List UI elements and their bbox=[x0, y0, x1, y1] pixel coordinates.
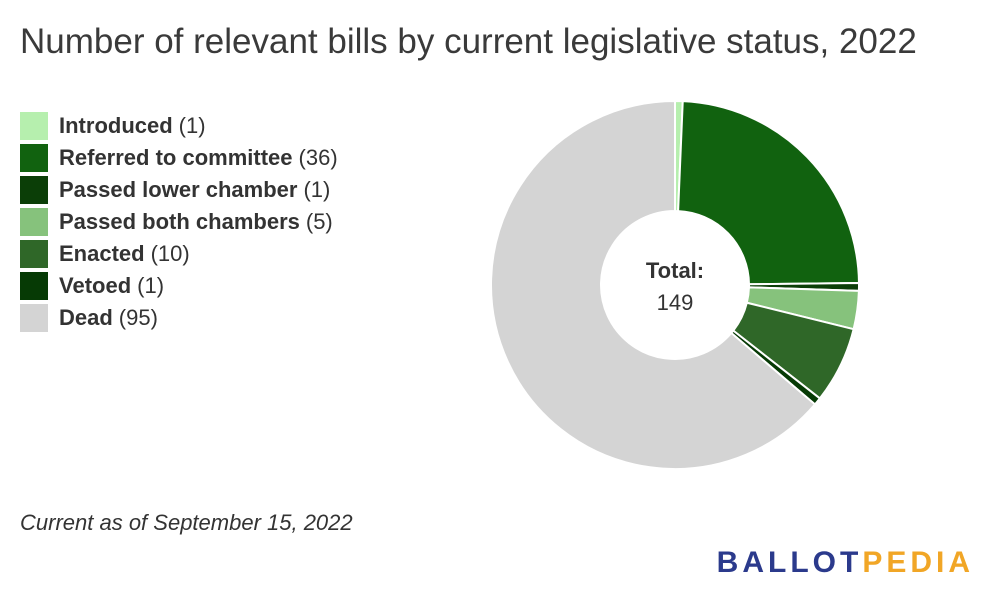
total-label: Total: bbox=[646, 258, 704, 283]
legend-count: (1) bbox=[137, 273, 165, 298]
legend-count: (1) bbox=[178, 113, 206, 138]
legend-count: (10) bbox=[150, 241, 190, 266]
legend-swatch bbox=[20, 112, 48, 140]
slice-referred-to-committee bbox=[677, 100, 861, 286]
legend-swatch bbox=[20, 304, 48, 332]
chart-title: Number of relevant bills by current legi… bbox=[20, 22, 917, 61]
legend-count: (1) bbox=[303, 177, 331, 202]
legend-swatch bbox=[20, 144, 48, 172]
ballotpedia-logo: BALLOTPEDIA bbox=[716, 546, 974, 579]
legend-item: Dead (95) bbox=[20, 302, 338, 334]
legend-label: Passed both chambers bbox=[59, 209, 300, 234]
legend-item: Referred to committee (36) bbox=[20, 142, 338, 174]
legend-label: Enacted bbox=[59, 241, 145, 266]
legend-swatch bbox=[20, 208, 48, 236]
slice-dead bbox=[490, 99, 817, 470]
total-value: 149 bbox=[657, 290, 694, 315]
footnote: Current as of September 15, 2022 bbox=[20, 510, 353, 535]
legend-label: Vetoed bbox=[59, 273, 132, 298]
legend-item: Enacted (10) bbox=[20, 238, 338, 270]
legend-label: Introduced bbox=[59, 113, 173, 138]
legend-count: (95) bbox=[118, 305, 158, 330]
legend: Introduced (1) Referred to committee (36) Pa… bbox=[20, 110, 338, 334]
legend-label: Passed lower chamber bbox=[59, 177, 298, 202]
legend-count: (5) bbox=[305, 209, 333, 234]
donut-chart: Total: 149 bbox=[490, 99, 861, 470]
legend-label: Referred to committee bbox=[59, 145, 293, 170]
legend-swatch bbox=[20, 176, 48, 204]
legend-item: Introduced (1) bbox=[20, 110, 338, 142]
legend-label: Dead bbox=[59, 305, 113, 330]
legend-count: (36) bbox=[298, 145, 338, 170]
legend-item: Vetoed (1) bbox=[20, 270, 338, 302]
legend-item: Passed both chambers (5) bbox=[20, 206, 338, 238]
legend-swatch bbox=[20, 272, 48, 300]
legend-swatch bbox=[20, 240, 48, 268]
legend-item: Passed lower chamber (1) bbox=[20, 174, 338, 206]
